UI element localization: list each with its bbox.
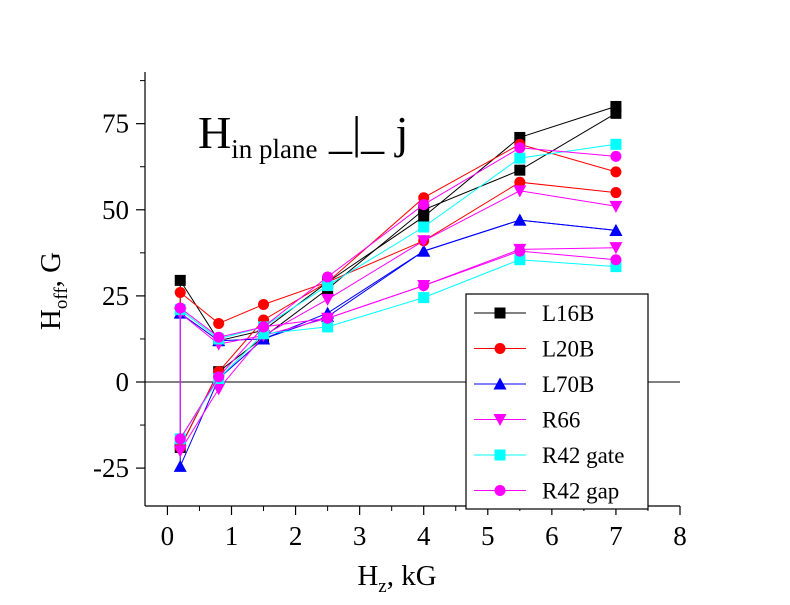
legend-swatch-marker: [493, 414, 507, 426]
data-point: [514, 164, 526, 176]
data-point: [174, 302, 186, 314]
data-point: [513, 213, 527, 226]
legend-label: L20B: [542, 337, 594, 362]
data-point: [610, 100, 622, 112]
x-axis-title: Hz, kG: [357, 560, 436, 597]
legend-label: L70B: [542, 372, 594, 397]
y-tick-label: 0: [116, 367, 130, 397]
data-point: [212, 383, 226, 396]
x-axis-ticks: 0 1 2 3 4 5 6 7 8: [161, 506, 687, 551]
data-point: [174, 433, 186, 445]
data-point: [609, 200, 623, 213]
legend-item: R42 gate: [474, 443, 624, 468]
annotation-sub: in plane: [231, 134, 317, 164]
data-point: [610, 107, 622, 119]
data-point: [610, 150, 622, 162]
data-point: [258, 328, 270, 340]
x-axis-title-main: H: [357, 560, 378, 592]
data-point: [514, 254, 526, 266]
x-tick-label: 0: [161, 521, 175, 551]
data-point: [173, 459, 187, 472]
data-point: [418, 199, 430, 211]
y-tick-label: 75: [102, 109, 129, 139]
data-point: [418, 211, 430, 223]
annotation-rest: _|_ j: [317, 107, 408, 158]
data-point: [418, 292, 430, 304]
y-tick-label: 25: [102, 281, 129, 311]
y-tick-label: 50: [102, 195, 129, 225]
x-tick-label: 3: [353, 521, 367, 551]
data-point: [514, 131, 526, 143]
data-point: [322, 312, 334, 324]
data-point: [213, 331, 225, 343]
legend-box: [465, 293, 649, 510]
data-point: [610, 187, 622, 199]
data-point: [610, 261, 622, 273]
legend-swatch-marker: [494, 307, 506, 319]
x-tick-label: 2: [289, 521, 303, 551]
legend: L16B L20B L70B R66 R42 gate R42 gap: [465, 293, 649, 510]
x-tick-label: 4: [417, 521, 431, 551]
legend-item: R42 gap: [474, 479, 619, 504]
legend-item: L16B: [474, 301, 594, 326]
legend-swatch-marker: [494, 449, 506, 461]
data-point: [417, 235, 431, 248]
data-point: [609, 223, 623, 236]
data-point: [610, 138, 622, 150]
x-tick-label: 8: [673, 521, 687, 551]
annotation-main: H: [198, 107, 231, 158]
data-point: [609, 242, 623, 255]
data-point: [418, 221, 430, 233]
y-axis-title-sub: off: [51, 287, 72, 309]
data-point: [173, 445, 187, 458]
data-point: [213, 371, 225, 383]
legend-label: L16B: [542, 301, 594, 326]
data-point: [514, 245, 526, 257]
legend-swatch-marker: [493, 377, 507, 390]
x-tick-label: 6: [545, 521, 559, 551]
legend-label: R42 gate: [542, 443, 624, 468]
series-r42-gap: [174, 142, 622, 445]
x-axis-title-sub: z: [378, 576, 386, 597]
legend-label: R42 gap: [542, 479, 619, 504]
data-point: [610, 254, 622, 266]
data-point: [321, 293, 335, 306]
data-point: [174, 274, 186, 286]
data-point: [418, 280, 430, 292]
data-point: [258, 299, 270, 310]
data-point: [174, 286, 186, 298]
data-point: [514, 142, 526, 154]
x-tick-label: 1: [225, 521, 239, 551]
y-axis-title-main: H: [35, 309, 67, 330]
legend-item: R66: [474, 408, 580, 433]
data-point: [417, 244, 431, 257]
series-layer: [173, 100, 623, 472]
legend-item: L70B: [474, 372, 594, 397]
y-axis-title: Hoff, G: [35, 252, 72, 330]
legend-label: R66: [542, 408, 580, 433]
legend-swatch-marker: [494, 343, 506, 354]
y-axis-ticks: -25 0 25 50 75: [93, 80, 145, 483]
data-point: [514, 152, 526, 164]
y-tick-label: -25: [93, 453, 129, 483]
data-point: [322, 321, 334, 333]
data-point: [213, 317, 225, 329]
data-point: [514, 176, 526, 188]
annotation: Hin plane _|_ j: [198, 107, 408, 164]
data-point: [322, 271, 334, 283]
y-axis-title-rest: , G: [35, 252, 67, 288]
legend-item: L20B: [474, 337, 594, 362]
x-tick-label: 7: [609, 521, 623, 551]
data-point: [258, 321, 270, 333]
data-point: [513, 185, 527, 198]
x-tick-label: 5: [481, 521, 495, 551]
legend-swatch-marker: [494, 485, 506, 496]
data-point: [610, 166, 622, 178]
data-point: [322, 280, 334, 292]
x-axis-title-rest: , kG: [387, 560, 437, 592]
